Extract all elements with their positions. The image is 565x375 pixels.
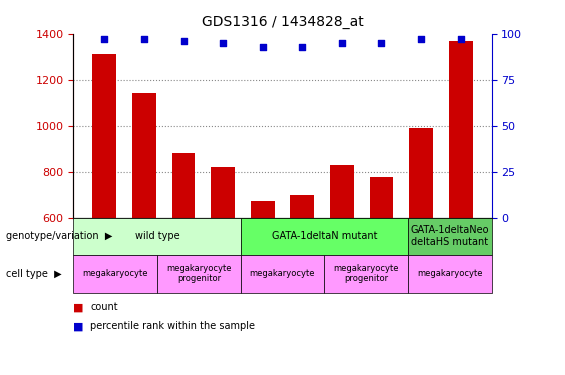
Point	[219, 40, 228, 46]
Text: GATA-1deltaNeo
deltaHS mutant: GATA-1deltaNeo deltaHS mutant	[411, 225, 489, 247]
Text: ■: ■	[73, 321, 84, 331]
Text: GATA-1deltaN mutant: GATA-1deltaN mutant	[272, 231, 377, 241]
Text: GDS1316 / 1434828_at: GDS1316 / 1434828_at	[202, 15, 363, 29]
Point	[100, 36, 109, 42]
Bar	[211, 167, 235, 356]
Bar	[290, 195, 314, 356]
Text: megakaryocyte: megakaryocyte	[417, 269, 483, 278]
Text: wild type: wild type	[135, 231, 179, 241]
Text: percentile rank within the sample: percentile rank within the sample	[90, 321, 255, 331]
Point	[416, 36, 425, 42]
Text: megakaryocyte
progenitor: megakaryocyte progenitor	[333, 264, 399, 284]
Point	[337, 40, 346, 46]
Point	[298, 44, 307, 50]
Text: megakaryocyte: megakaryocyte	[82, 269, 148, 278]
Bar	[172, 153, 195, 356]
Bar	[93, 54, 116, 356]
Text: cell type  ▶: cell type ▶	[6, 269, 61, 279]
Text: genotype/variation  ▶: genotype/variation ▶	[6, 231, 112, 241]
Text: megakaryocyte: megakaryocyte	[250, 269, 315, 278]
Text: ■: ■	[73, 303, 84, 312]
Bar	[132, 93, 156, 356]
Bar	[409, 128, 433, 356]
Point	[179, 38, 188, 44]
Bar	[330, 165, 354, 356]
Point	[456, 36, 465, 42]
Text: count: count	[90, 303, 118, 312]
Bar	[449, 40, 472, 356]
Point	[377, 40, 386, 46]
Point	[140, 36, 149, 42]
Text: megakaryocyte
progenitor: megakaryocyte progenitor	[166, 264, 232, 284]
Bar	[251, 201, 275, 356]
Bar	[370, 177, 393, 356]
Point	[258, 44, 267, 50]
